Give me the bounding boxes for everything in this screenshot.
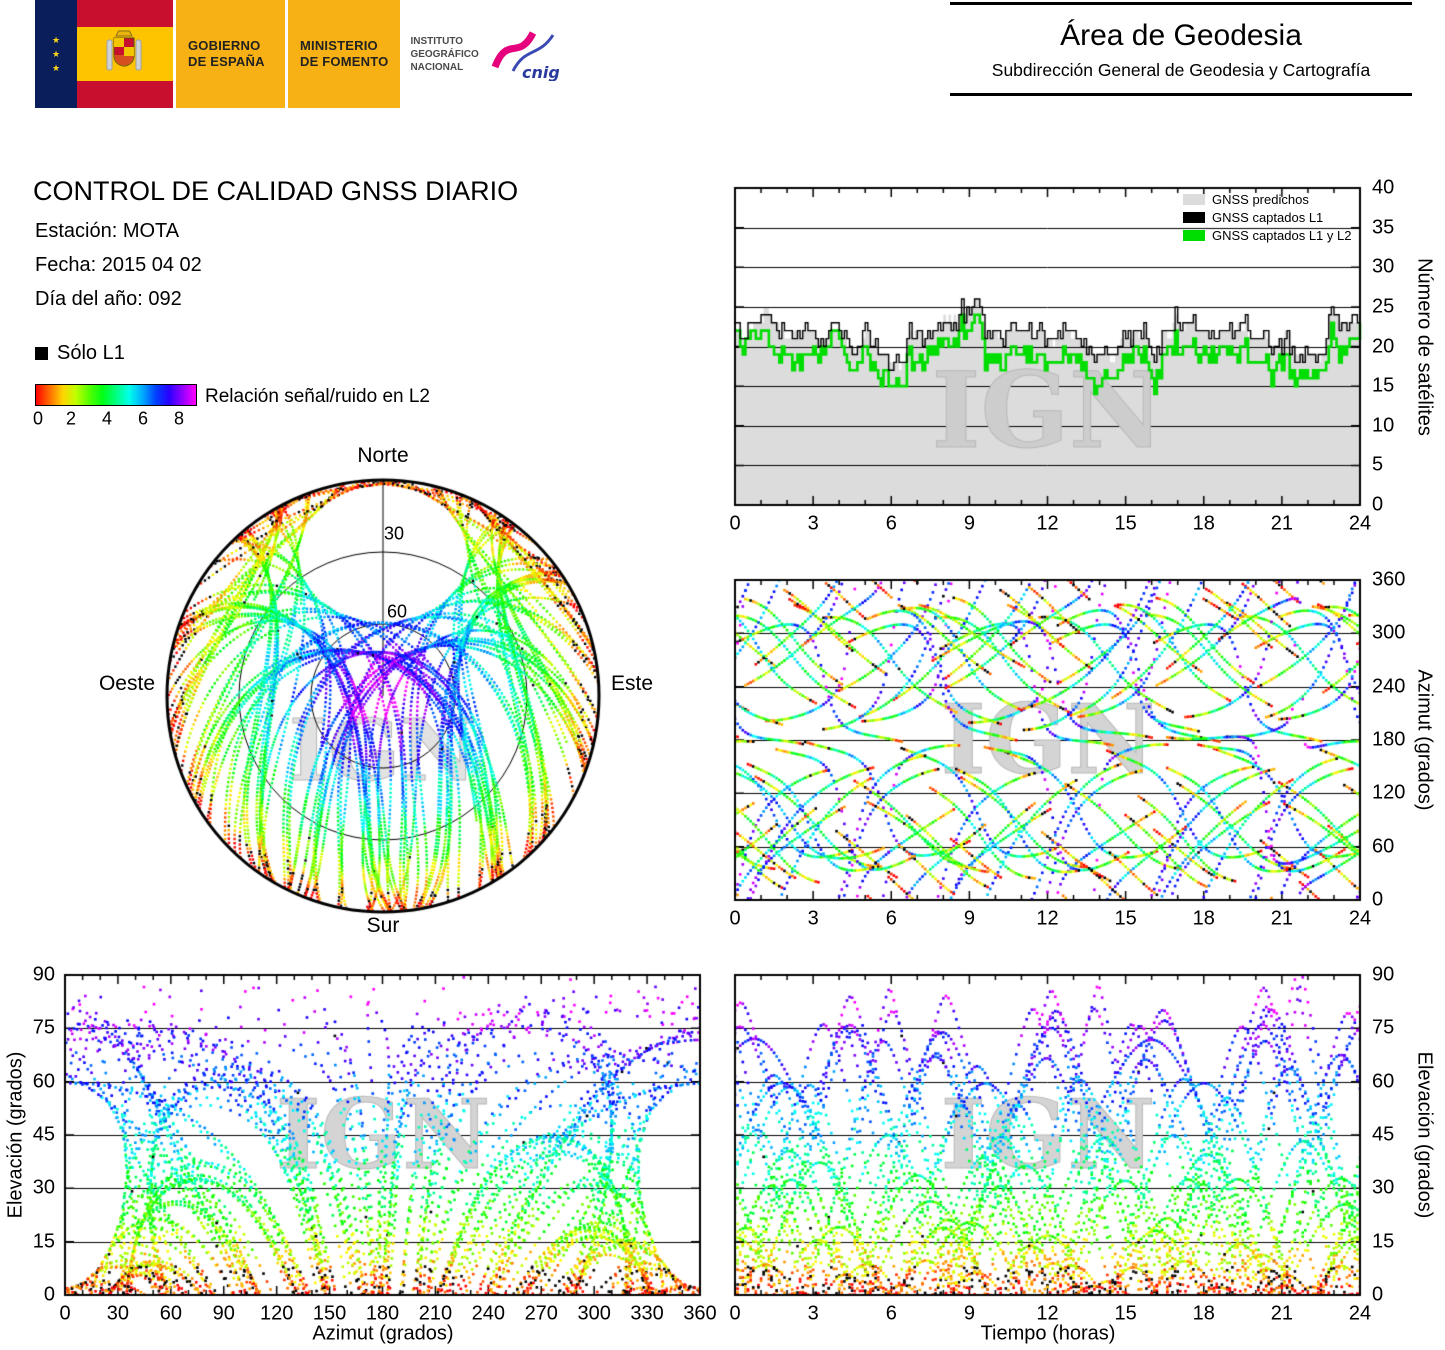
- x-tick-label: 12: [1036, 1302, 1059, 1325]
- y-tick-label: 15: [1372, 374, 1395, 397]
- x-tick-label: 15: [1114, 512, 1137, 535]
- y-tick-label: 30: [32, 1176, 55, 1199]
- x-tick-label: 360: [683, 1302, 717, 1325]
- y-tick-label: 240: [1372, 675, 1406, 698]
- x-tick-label: 180: [365, 1302, 400, 1325]
- x-tick-label: 24: [1348, 907, 1372, 930]
- x-tick-label: 210: [418, 1302, 453, 1325]
- x-tick-label: 9: [963, 1302, 975, 1325]
- legend-swatch: [1183, 212, 1205, 223]
- y-tick-label: 35: [1372, 216, 1395, 239]
- y-tick-label: 0: [1372, 888, 1384, 911]
- x-tick-label: 90: [212, 1302, 235, 1325]
- skyplot-west-label: Oeste: [98, 672, 155, 695]
- legend-label: GNSS captados L1 y L2: [1212, 228, 1352, 243]
- skyplot-ring-60-label: 60: [386, 601, 408, 622]
- x-tick-label: 9: [963, 907, 975, 930]
- x-tick-label: 6: [885, 512, 897, 535]
- x-tick-label: 3: [807, 907, 819, 930]
- y-tick-label: 5: [1372, 453, 1384, 476]
- x-tick-label: 21: [1270, 512, 1293, 535]
- x-tick-label: 15: [1114, 907, 1137, 930]
- x-tick-label: 12: [1036, 907, 1059, 930]
- legend-row: GNSS predichos: [1183, 192, 1351, 207]
- x-tick-label: 3: [807, 512, 819, 535]
- y-tick-label: 15: [1372, 1230, 1395, 1253]
- legend-label: GNSS predichos: [1212, 192, 1309, 207]
- x-tick-label: 0: [729, 1302, 741, 1325]
- y-tick-label: 300: [1372, 621, 1406, 644]
- x-tick-label: 21: [1270, 1302, 1293, 1325]
- y-tick-label: 60: [1372, 1070, 1395, 1093]
- x-tick-label: 6: [885, 1302, 897, 1325]
- y-tick-label: 75: [32, 1016, 55, 1039]
- x-tick-label: 0: [729, 512, 741, 535]
- x-tick-label: 60: [159, 1302, 182, 1325]
- colorbar-tick-label: 6: [137, 408, 149, 429]
- x-tick-label: 0: [59, 1302, 71, 1325]
- x-tick-label: 21: [1270, 907, 1293, 930]
- x-tick-label: 0: [729, 907, 741, 930]
- y-tick-label: 45: [1372, 1123, 1395, 1146]
- skyplot-south-label: Sur: [366, 914, 400, 937]
- y-tick-label: 120: [1372, 781, 1406, 804]
- x-axis-title: Azimut (grados): [312, 1322, 454, 1345]
- y-tick-label: 30: [1372, 1176, 1395, 1199]
- y-tick-label: 180: [1372, 728, 1406, 751]
- x-tick-label: 150: [312, 1302, 347, 1325]
- x-tick-label: 300: [577, 1302, 611, 1325]
- legend-row: GNSS captados L1 y L2: [1183, 228, 1351, 243]
- y-tick-label: 0: [1372, 493, 1384, 516]
- x-tick-label: 30: [106, 1302, 130, 1325]
- y-tick-label: 0: [1372, 1283, 1384, 1306]
- x-tick-label: 6: [885, 907, 897, 930]
- satcount-legend: GNSS predichos GNSS captados L1 GNSS capta…: [1183, 192, 1351, 243]
- y-tick-label: 60: [32, 1070, 55, 1093]
- y-axis-title: Elevación (grados): [4, 1051, 27, 1219]
- y-axis-title: Elevación (grados): [1413, 1051, 1436, 1219]
- y-tick-label: 20: [1372, 335, 1395, 357]
- y-tick-label: 75: [1372, 1016, 1395, 1039]
- x-tick-label: 18: [1192, 512, 1215, 535]
- y-tick-label: 0: [43, 1283, 55, 1306]
- x-tick-label: 24: [1348, 512, 1372, 535]
- colorbar-tick-label: 8: [173, 408, 185, 429]
- colorbar-tick-label: 0: [32, 408, 44, 429]
- x-tick-label: 270: [524, 1302, 558, 1325]
- y-tick-label: 360: [1372, 568, 1406, 591]
- y-tick-label: 40: [1372, 176, 1395, 199]
- legend-swatch: [1183, 230, 1205, 241]
- legend-label: GNSS captados L1: [1212, 210, 1324, 225]
- y-axis-title: Número de satélites: [1413, 258, 1436, 436]
- colorbar-tick-label: 4: [101, 408, 113, 429]
- colorbar-tick-label: 2: [65, 408, 77, 429]
- skyplot-north-label: Norte: [357, 444, 409, 467]
- y-tick-label: 15: [32, 1230, 55, 1253]
- x-tick-label: 12: [1036, 512, 1059, 535]
- y-tick-label: 25: [1372, 295, 1395, 318]
- y-tick-label: 60: [1372, 835, 1395, 858]
- skyplot-ring-30-label: 30: [383, 523, 405, 544]
- y-tick-label: 10: [1372, 414, 1395, 437]
- x-tick-label: 120: [259, 1302, 294, 1325]
- legend-swatch: [1183, 194, 1205, 205]
- x-tick-label: 3: [807, 1302, 819, 1325]
- x-tick-label: 18: [1192, 1302, 1215, 1325]
- x-tick-label: 330: [630, 1302, 664, 1325]
- y-tick-label: 30: [1372, 255, 1395, 278]
- x-axis-title: Tiempo (horas): [980, 1322, 1116, 1345]
- y-axis-title: Azimut (grados): [1413, 669, 1436, 811]
- x-tick-label: 15: [1114, 1302, 1137, 1325]
- y-tick-label: 90: [1372, 963, 1395, 986]
- skyplot-east-label: Este: [611, 672, 654, 695]
- y-tick-label: 90: [32, 963, 55, 986]
- legend-row: GNSS captados L1: [1183, 210, 1351, 225]
- x-tick-label: 9: [963, 512, 975, 535]
- x-tick-label: 24: [1348, 1302, 1372, 1325]
- y-tick-label: 45: [32, 1123, 55, 1146]
- x-tick-label: 18: [1192, 907, 1215, 930]
- x-tick-label: 240: [471, 1302, 506, 1325]
